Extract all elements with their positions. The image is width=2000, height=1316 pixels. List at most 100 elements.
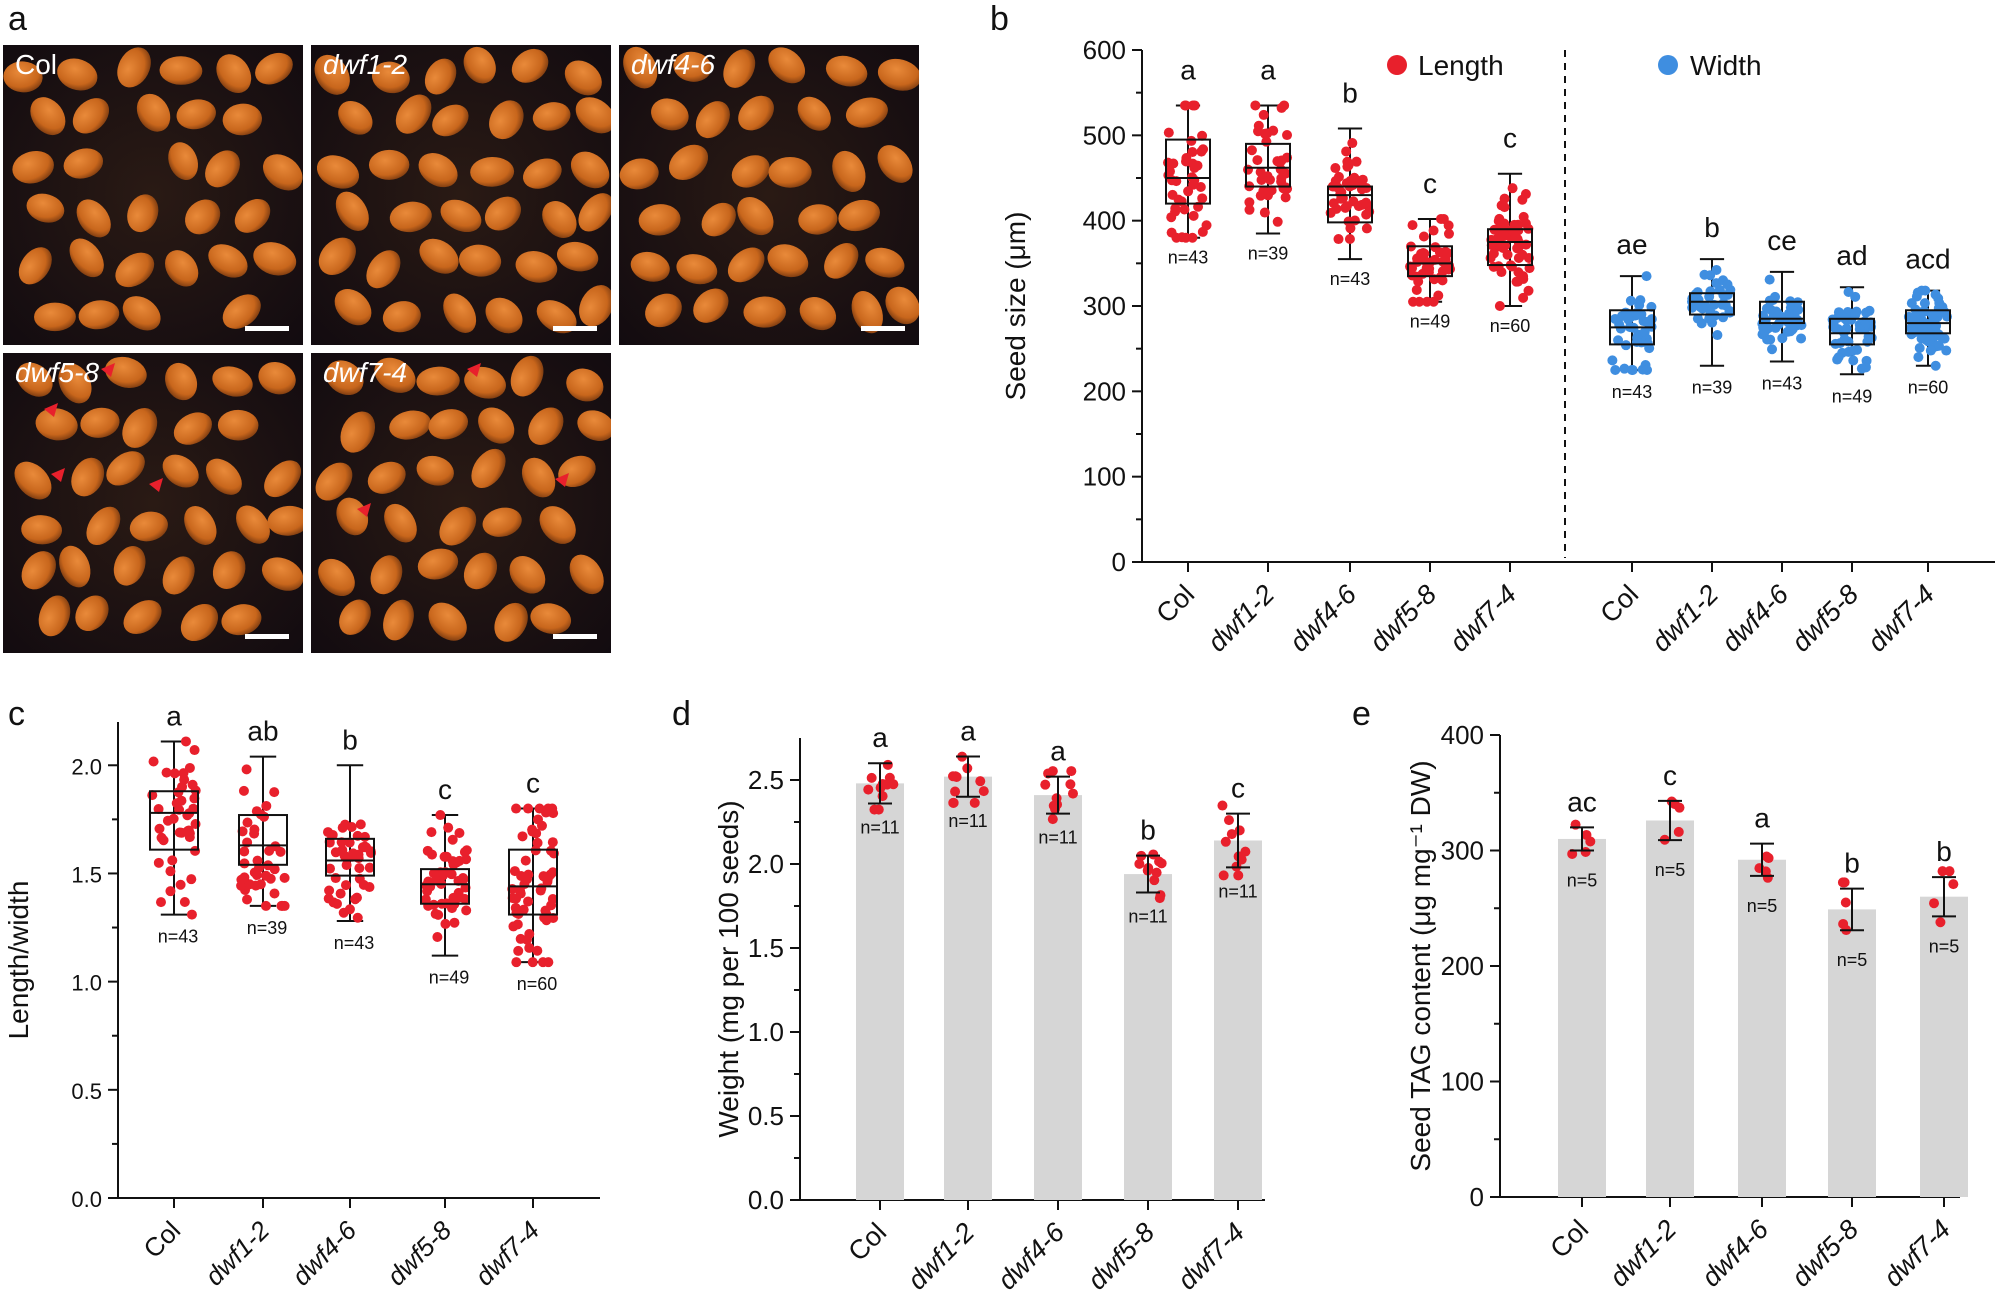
seed [122,296,161,331]
data-point [1848,355,1859,366]
data-point [364,882,375,893]
seed [63,148,104,179]
data-point [1149,875,1160,886]
significance-letter: c [1231,773,1245,804]
data-point [258,811,269,822]
data-point [1607,355,1618,366]
seed [428,602,467,641]
seed-photo-dwf1-2: dwf1-2 [311,45,611,345]
seed [69,238,104,278]
data-point [1499,193,1510,204]
data-point [1847,345,1858,356]
data-point [1843,286,1854,297]
data-point [1341,146,1352,157]
seed [693,288,729,323]
box [1759,300,1805,325]
seed [570,151,610,189]
data-point [180,736,191,747]
data-point [269,888,280,899]
data-point [1349,215,1360,226]
seed [21,551,56,590]
seed [374,357,416,393]
seed [737,197,774,236]
seed [799,297,837,331]
data-point [1619,363,1630,374]
data-point [948,797,959,808]
data-point [1197,226,1208,237]
seed [389,410,431,440]
seed [463,46,496,84]
data-point [1218,870,1229,881]
seed [539,506,576,544]
seed [205,458,242,495]
data-point [1854,324,1865,335]
data-point [1276,102,1287,113]
data-point [440,918,451,929]
box [149,790,199,851]
seed [395,94,432,134]
data-point [153,804,164,815]
data-point [520,855,531,866]
data-point [161,767,172,778]
data-point [1840,897,1851,908]
seed [515,251,558,283]
data-point [461,845,472,856]
data-point [430,908,441,919]
arrowhead [357,503,371,517]
y-tick-label: 500 [1083,120,1126,150]
data-point [1276,173,1287,184]
data-point [1719,290,1730,301]
data-point [524,942,535,953]
x-tick-label: dwf1-2 [1604,1214,1683,1293]
data-point [1261,136,1272,147]
seed [208,244,248,278]
data-point [1428,225,1439,236]
seeds-illustration [619,46,919,334]
seed [695,101,730,139]
data-point [1764,295,1775,306]
data-point [523,803,534,814]
data-point [1513,225,1524,236]
arrowhead [467,363,481,377]
data-point [1930,289,1941,300]
significance-letter: b [1140,815,1156,846]
data-point [428,868,439,879]
data-point [512,919,523,930]
n-label: n=49 [1832,386,1873,406]
data-points [1163,100,1212,243]
seed [80,407,120,438]
data-point [1255,190,1266,201]
y-axis-label: Length/width [3,881,34,1040]
data-point [969,797,980,808]
seed [470,156,515,187]
data-point [1930,360,1941,371]
data-point [1632,309,1643,320]
seed [336,497,369,536]
seed [824,243,859,279]
data-point [239,858,250,869]
seed [623,46,658,89]
data-point [1361,209,1372,220]
seed [522,158,562,189]
seed [825,55,868,87]
seed [234,198,271,233]
data-point [1411,284,1422,295]
data-point [1674,802,1685,813]
data-points [1325,138,1375,245]
seed [34,302,76,332]
seed [340,411,376,453]
data-point [1186,135,1197,146]
data-point [237,826,248,837]
n-label: n=43 [1762,373,1803,393]
n-label: n=5 [1655,860,1686,880]
data-point [169,768,180,779]
box [238,814,288,866]
data-point [435,810,446,821]
data-point [1188,210,1199,221]
data-point [882,779,893,790]
seed [877,58,919,91]
significance-letter: a [1754,803,1770,834]
data-point [1187,100,1198,111]
data-point [461,905,472,916]
x-tick-label: dwf4-6 [1696,1213,1775,1292]
